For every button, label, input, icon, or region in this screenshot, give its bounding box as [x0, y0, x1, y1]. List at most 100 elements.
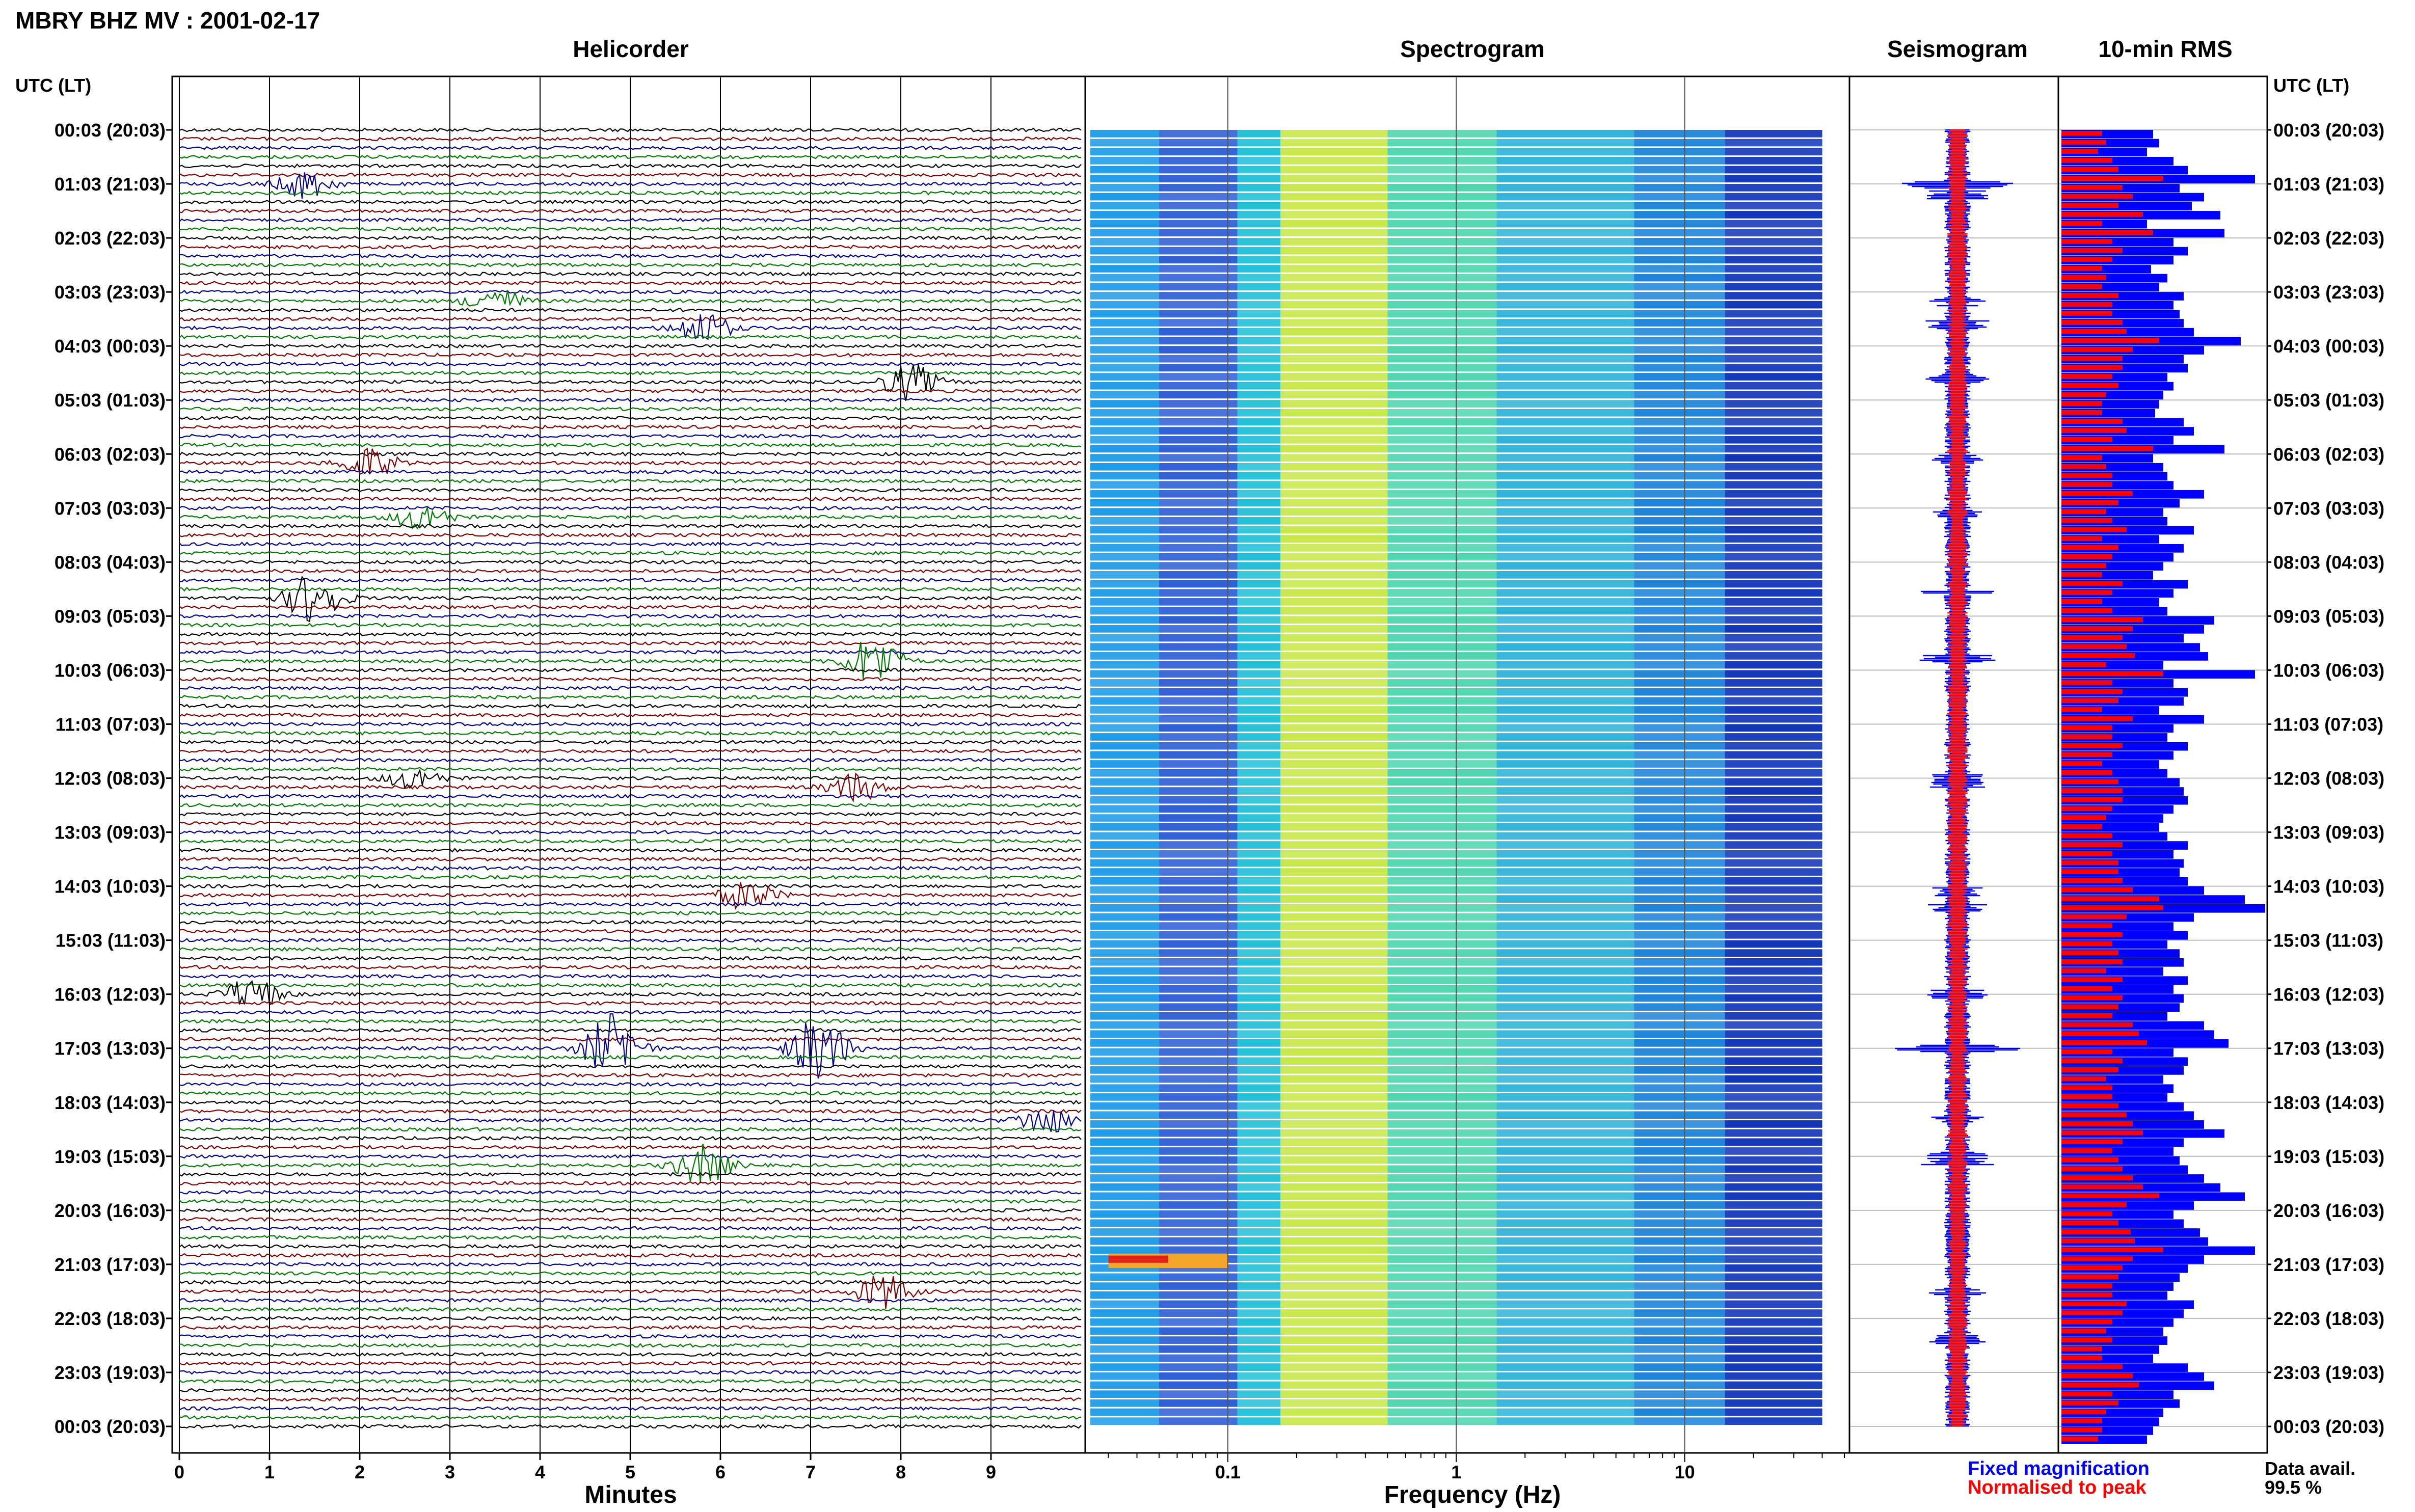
- spectrogram-cell: [1280, 418, 1388, 426]
- spectrogram-cell: [1280, 724, 1388, 732]
- spectrogram-cell: [1496, 427, 1634, 435]
- spectrogram-cell: [1090, 1012, 1159, 1020]
- rms-bar-normalised: [2061, 887, 2133, 893]
- spectrogram-cell: [1496, 1111, 1634, 1119]
- spectrogram-cell: [1634, 1048, 1725, 1056]
- helicorder-trace: [179, 856, 1082, 862]
- helicorder-trace: [179, 235, 1082, 240]
- spectrogram-cell: [1634, 535, 1725, 543]
- spectrogram-cell: [1280, 175, 1388, 183]
- helicorder-trace: [179, 542, 1082, 547]
- spectrogram-cell: [1634, 202, 1725, 210]
- spectrogram-cell: [1280, 1048, 1388, 1056]
- spectrogram-cell: [1387, 715, 1497, 723]
- spectrogram-cell: [1090, 913, 1159, 921]
- rms-bar-normalised: [2061, 1427, 2102, 1433]
- rms-bar-normalised: [2061, 230, 2153, 235]
- rms-bar-normalised: [2061, 626, 2133, 631]
- spectrogram-cell: [1237, 724, 1281, 732]
- helicorder-trace: [179, 314, 1082, 340]
- spectrogram-cell: [1725, 1246, 1822, 1254]
- rms-bar-normalised: [2061, 815, 2106, 820]
- spectrogram-cell: [1159, 724, 1238, 732]
- spectrogram-cell: [1387, 400, 1497, 408]
- spectrogram-cell: [1280, 1300, 1388, 1308]
- spectrogram-cell: [1496, 643, 1634, 651]
- rms-bar-normalised: [2061, 500, 2118, 505]
- spectrogram-cell: [1090, 904, 1159, 912]
- spectrogram-cell: [1496, 1147, 1634, 1155]
- spectrogram-cell: [1725, 238, 1822, 246]
- spectrogram-cell: [1634, 1354, 1725, 1362]
- rms-bar-normalised: [2061, 860, 2118, 866]
- spectrogram-cell: [1387, 1039, 1497, 1047]
- spectrogram-cell: [1387, 445, 1497, 453]
- spectrogram-cell: [1387, 1246, 1497, 1254]
- spectrogram-cell: [1159, 148, 1238, 156]
- data-avail-value: 99.5 %: [2265, 1477, 2322, 1498]
- helicorder-frame: [171, 75, 1086, 1454]
- rms-bar-normalised: [2061, 518, 2112, 523]
- helicorder-trace: [179, 1073, 1082, 1078]
- spectrogram-cell: [1280, 427, 1388, 435]
- spectrogram-cell: [1280, 760, 1388, 768]
- spectrogram-cell: [1280, 787, 1388, 795]
- rms-bar-normalised: [2061, 527, 2127, 532]
- spectrogram-cell: [1387, 535, 1497, 543]
- spectrogram-cell: [1237, 931, 1281, 939]
- rms-bar-normalised: [2061, 257, 2112, 262]
- rms-bar-normalised: [2061, 1256, 2133, 1261]
- spectrogram-cell: [1280, 814, 1388, 822]
- spectrogram-cell: [1237, 499, 1281, 507]
- rms-bar-normalised: [2061, 1265, 2123, 1271]
- helicorder-traces: [179, 127, 1082, 1429]
- spectrogram-cell: [1725, 130, 1822, 138]
- spectrogram-cell: [1159, 985, 1238, 993]
- spectrogram-cell: [1237, 886, 1281, 894]
- spectrogram-cell: [1237, 328, 1281, 336]
- spectrogram-cell: [1634, 391, 1725, 399]
- spectrogram-cell: [1634, 931, 1725, 939]
- spectrogram-cell: [1159, 418, 1238, 426]
- spectrogram-cell: [1496, 400, 1634, 408]
- spectrogram-cell: [1090, 706, 1159, 714]
- spectrogram-cell: [1237, 148, 1281, 156]
- spectrogram-cell: [1280, 1093, 1388, 1101]
- spectrogram-cell: [1280, 670, 1388, 678]
- spectrogram-cell: [1090, 1201, 1159, 1209]
- spectrogram-tick-label: 10: [1675, 1462, 1695, 1482]
- time-tick-left: 07:03 (03:03): [55, 498, 166, 519]
- spectrogram-cell: [1496, 859, 1634, 867]
- spectrogram-cell: [1280, 265, 1388, 273]
- spectrogram-cell: [1634, 805, 1725, 813]
- spectrogram-cell: [1725, 229, 1822, 237]
- spectrogram-event-core: [1108, 1255, 1168, 1263]
- helicorder-trace: [179, 883, 1082, 889]
- spectrogram-cell: [1237, 454, 1281, 462]
- rms-bar-normalised: [2061, 896, 2159, 901]
- time-tick-right: 12:03 (08:03): [2273, 768, 2384, 789]
- spectrogram-cell: [1090, 634, 1159, 642]
- helicorder-trace: [179, 505, 1082, 510]
- spectrogram-cell: [1280, 652, 1388, 660]
- spectrogram-cell: [1725, 256, 1822, 264]
- spectrogram-cell: [1159, 1165, 1238, 1173]
- spectrogram-cell: [1237, 1372, 1281, 1380]
- spectrogram-cell: [1237, 1318, 1281, 1326]
- spectrogram-cell: [1634, 400, 1725, 408]
- spectrogram-cell: [1090, 697, 1159, 705]
- time-tick-right: 22:03 (18:03): [2273, 1308, 2384, 1329]
- rms-bar-normalised: [2061, 788, 2123, 793]
- helicorder-trace: [179, 578, 1082, 583]
- spectrogram-cell: [1496, 661, 1634, 669]
- spectrogram-cell: [1237, 1219, 1281, 1227]
- spectrogram-cell: [1280, 778, 1388, 786]
- rms-bar-normalised: [2061, 914, 2127, 920]
- spectrogram-cell: [1496, 850, 1634, 858]
- spectrogram-cell: [1387, 607, 1497, 615]
- spectrogram-cell: [1496, 229, 1634, 237]
- spectrogram-cell: [1237, 1282, 1281, 1290]
- spectrogram-cell: [1387, 175, 1497, 183]
- spectrogram-cell: [1090, 1192, 1159, 1200]
- spectrogram-cell: [1159, 823, 1238, 831]
